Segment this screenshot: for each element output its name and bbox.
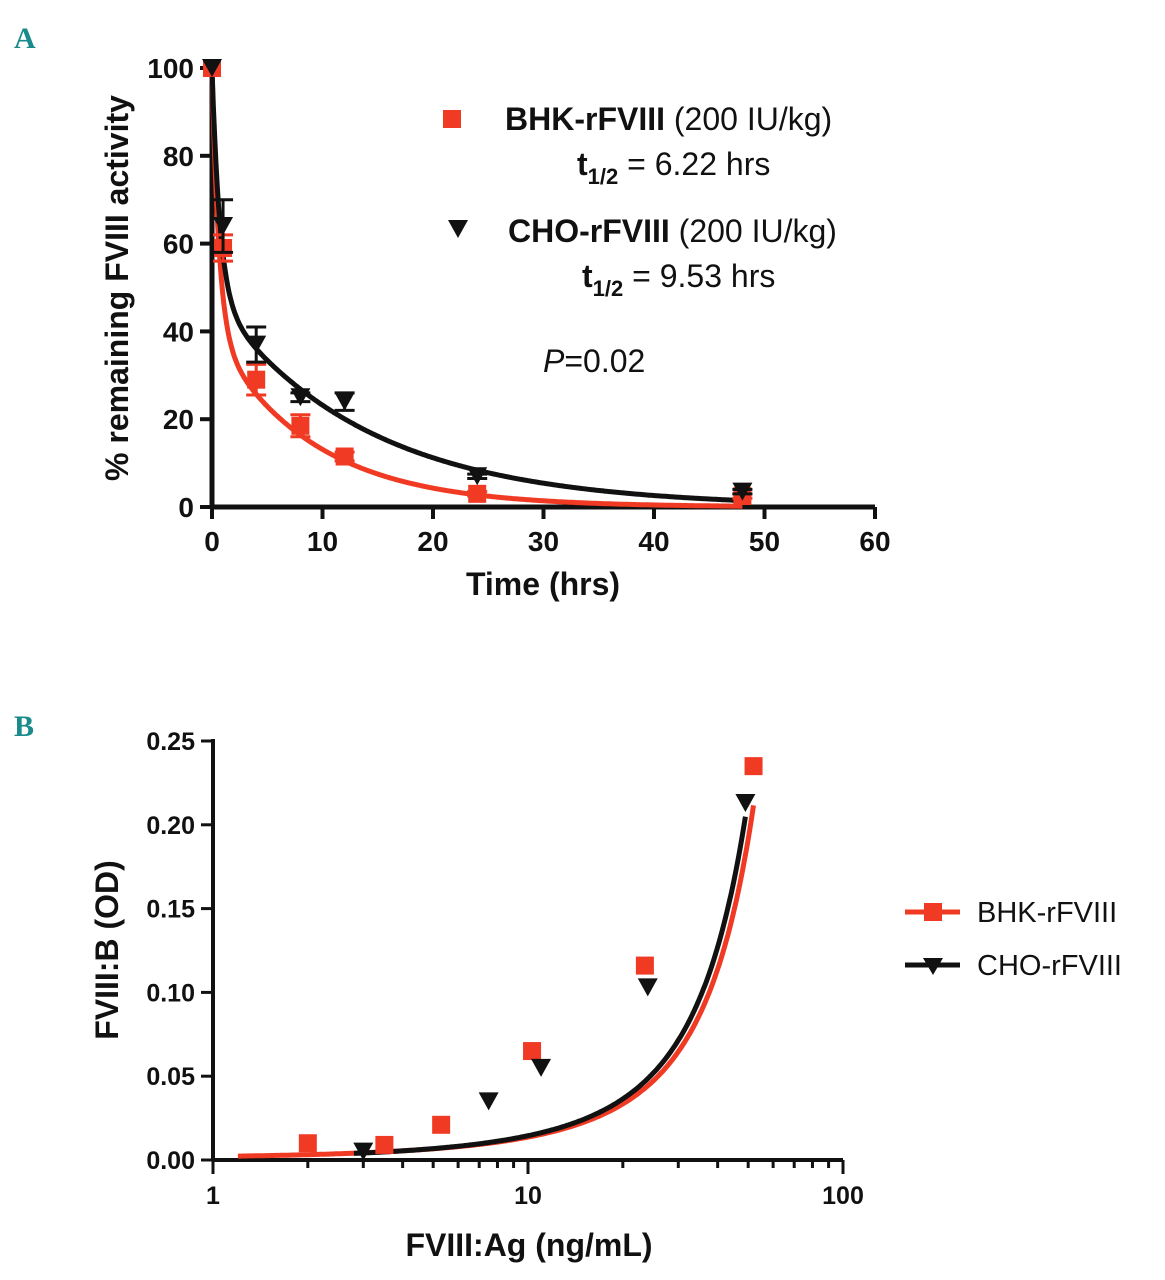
panel-a-point [468,484,487,503]
legend-bhk-name: BHK-rFVIII [505,101,665,137]
legend-cho-name: CHO-rFVIII [508,213,670,249]
halflife-cho-value: = 9.53 hrs [623,258,775,294]
legend-bhk-label: BHK-rFVIII (200 IU/kg) [505,101,832,137]
halflife-bhk-sub: 1/2 [588,164,619,189]
panel-a-axes: 0 10 20 30 40 50 60 0 20 40 60 80 100 [147,53,890,557]
panel-b-x-tick-label: 1 [206,1182,220,1210]
panel-a-data-points [202,59,753,506]
panel-b-point [375,1135,394,1154]
panel-a-label: A [14,22,36,55]
panel-a-y-axis-title: % remaining FVIII activity [99,95,135,481]
panel-b-point [298,1134,317,1153]
panel-b-fit-curve [353,816,748,1156]
panel-b-legend: BHK-rFVIII CHO-rFVIII [905,897,1122,982]
panel-a-x-tick-label: 30 [528,526,559,557]
panel-a-y-tick-label: 20 [163,404,194,435]
panel-b-y-tick-label: 0.15 [146,896,195,924]
panel-b-point [744,757,763,776]
panel-a-x-tick-label: 20 [417,526,448,557]
panel-a-y-tick-label: 60 [163,229,194,260]
legend-cho-marker [448,220,468,238]
panel-b-axes: 0.00 0.05 0.10 0.15 0.20 0.25 1 10 100 [146,728,864,1210]
panel-b-data-points [298,757,763,1161]
panel-a-point [334,392,355,411]
panel-b-point [637,978,658,997]
panel-a-point [247,370,266,389]
halflife-cho-sub: 1/2 [593,276,624,301]
halflife-cho-t: t [582,258,593,294]
panel-a-point [290,388,311,407]
panel-b-y-tick-label: 0.10 [146,979,195,1007]
panel-b-y-tick-label: 0.20 [146,812,195,840]
panel-b-label: B [14,710,34,743]
panel-a-point [732,482,753,501]
panel-a-point [246,335,267,354]
panel-a-point [335,447,354,466]
halflife-bhk-value: = 6.22 hrs [618,146,770,182]
panel-a-point [467,467,488,486]
panel-a-x-axis-title: Time (hrs) [466,566,620,602]
panel-a-y-tick-label: 80 [163,141,194,172]
panel-a-point [291,416,310,435]
panel-a-point [202,59,222,77]
legend-cho-dose: (200 IU/kg) [670,213,837,249]
panel-b-y-tick-label: 0.25 [146,728,195,756]
panel-b-x-axis-title: FVIII:Ag (ng/mL) [405,1227,652,1263]
panel-b-point [523,1042,542,1061]
panel-b-point [432,1115,451,1134]
panel-a: A % remaining FVIII activity Time (hrs) … [14,22,891,602]
panel-b-x-tick-label: 100 [822,1182,864,1210]
panel-b-point [478,1092,499,1111]
panel-a-x-tick-label: 10 [307,526,338,557]
halflife-bhk-t: t [577,146,588,182]
legend-cho-label: CHO-rFVIII (200 IU/kg) [508,213,837,249]
panel-a-x-tick-label: 60 [859,526,890,557]
panel-b-x-tick-label: 10 [514,1182,542,1210]
panel-a-legend: BHK-rFVIII (200 IU/kg) t1/2 = 6.22 hrs C… [443,101,837,379]
panel-b-fit-curves [237,805,756,1159]
legend-bhk-marker [443,110,461,128]
panel-b-fit-curve [237,805,756,1159]
legend-b-bhk-label: BHK-rFVIII [977,897,1117,929]
panel-b-point [353,1142,374,1161]
legend-b-cho-marker [923,958,943,975]
legend-bhk-dose: (200 IU/kg) [665,101,832,137]
panel-a-x-tick-label: 50 [749,526,780,557]
panel-b-y-tick-label: 0.00 [146,1147,195,1175]
panel-a-y-tick-label: 40 [163,316,194,347]
panel-b-point [735,794,756,813]
legend-b-bhk-marker [924,903,942,921]
panel-b-y-axis-title: FVIII:B (OD) [89,860,125,1040]
p-value-p: P [543,343,565,379]
p-value: P=0.02 [543,343,645,379]
panel-a-x-tick-label: 40 [638,526,669,557]
panel-a-y-tick-label: 100 [147,53,194,84]
panel-b-point [635,956,654,975]
legend-b-cho-label: CHO-rFVIII [977,950,1122,982]
p-value-text: =0.02 [564,343,645,379]
panel-a-x-tick-label: 0 [204,526,220,557]
panel-b: B FVIII:B (OD) FVIII:Ag (ng/mL) 0.00 0.05… [14,710,1122,1263]
panel-b-point [531,1058,552,1077]
halflife-cho: t1/2 = 9.53 hrs [582,258,775,301]
halflife-bhk: t1/2 = 6.22 hrs [577,146,770,189]
panel-b-y-tick-label: 0.05 [146,1063,195,1091]
panel-a-point [213,217,234,236]
panel-a-y-tick-label: 0 [178,492,194,523]
